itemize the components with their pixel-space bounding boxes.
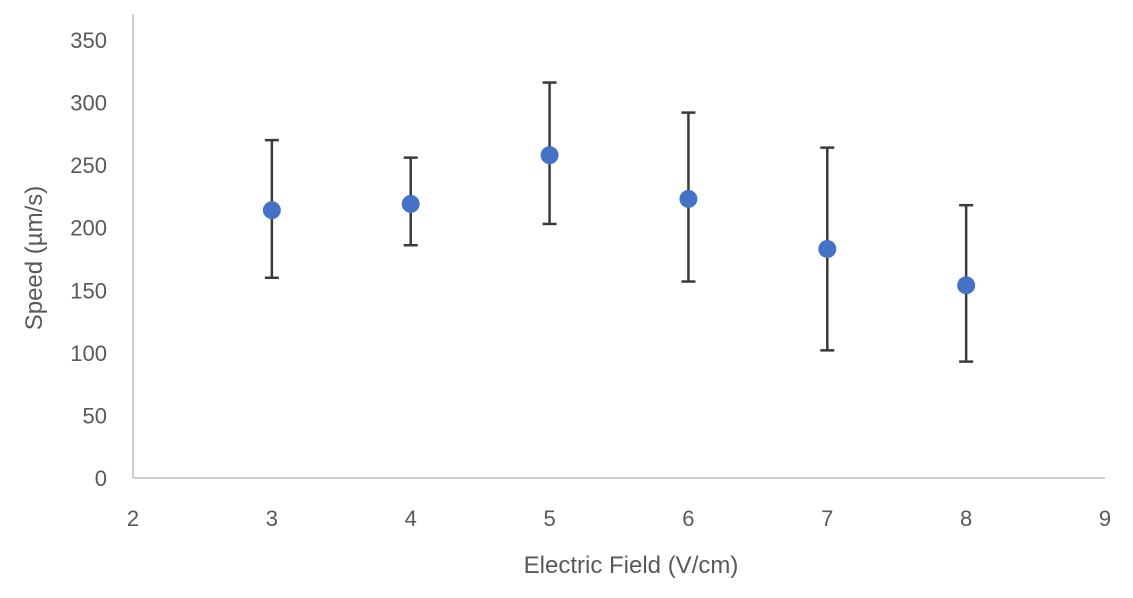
x-tick-labels: 2 3 4 5 6 7 8 9 (127, 506, 1111, 531)
y-tick-label: 200 (70, 216, 107, 241)
x-tick-label: 8 (960, 506, 972, 531)
data-point (401, 194, 420, 213)
x-tick-label: 9 (1099, 506, 1111, 531)
data-point (818, 239, 837, 258)
x-tick-label: 6 (682, 506, 694, 531)
x-tick-label: 2 (127, 506, 139, 531)
data-point (262, 201, 281, 220)
y-tick-label: 0 (95, 466, 107, 491)
axes (132, 14, 1105, 479)
data-point (540, 146, 559, 165)
y-tick-labels: 0 50 100 150 200 250 300 350 (70, 28, 107, 491)
y-tick-label: 50 (83, 403, 107, 428)
data-point (957, 276, 976, 295)
x-tick-label: 4 (405, 506, 417, 531)
y-axis-title: Speed (µm/s) (21, 186, 48, 331)
y-tick-label: 350 (70, 28, 107, 53)
y-tick-label: 100 (70, 341, 107, 366)
x-tick-label: 7 (821, 506, 833, 531)
x-tick-label: 3 (266, 506, 278, 531)
x-tick-label: 5 (543, 506, 555, 531)
data-point (679, 189, 698, 208)
y-tick-label: 300 (70, 91, 107, 116)
data-points (262, 146, 976, 295)
y-tick-label: 250 (70, 153, 107, 178)
error-bars (264, 81, 974, 363)
x-axis-title: Electric Field (V/cm) (524, 552, 739, 579)
y-tick-label: 150 (70, 278, 107, 303)
